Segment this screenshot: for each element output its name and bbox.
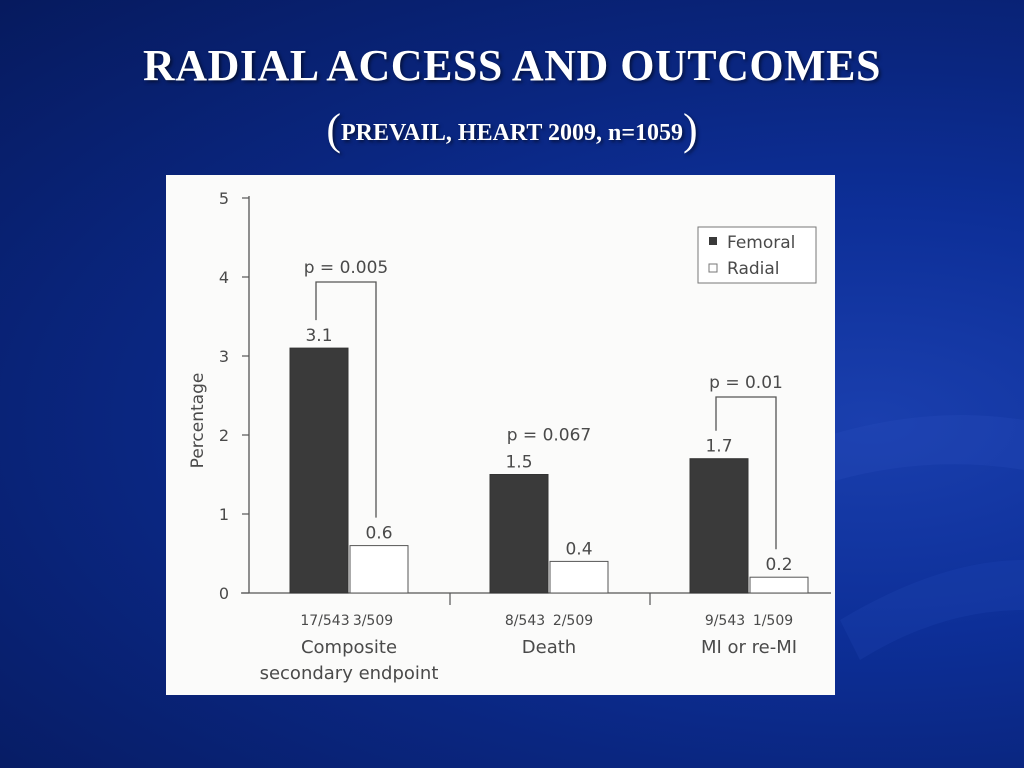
category-label: Composite — [301, 637, 397, 658]
bar-femoral — [289, 347, 349, 594]
y-tick-label: 2 — [219, 426, 229, 445]
slide-subtitle: (PREVAIL, HEART 2009, n=1059) — [0, 104, 1024, 156]
count-label-femoral: 9/543 — [705, 613, 745, 629]
category-label: Death — [522, 637, 576, 658]
category-label: MI or re-MI — [701, 637, 797, 658]
count-label-radial: 1/509 — [753, 613, 793, 629]
legend-swatch-radial — [708, 263, 718, 273]
legend-label-femoral: Femoral — [727, 233, 795, 253]
bar-femoral — [689, 458, 749, 594]
y-tick-label: 1 — [219, 505, 229, 524]
y-axis-label: Percentage — [188, 373, 208, 469]
count-label-radial: 3/509 — [353, 613, 393, 629]
y-tick-label: 0 — [219, 584, 229, 603]
bar-femoral — [489, 474, 549, 594]
bar-chart: 0 1 2 3 4 5 Percentage 3.1 0.6 p = 0.005 17/543 3/5… — [188, 189, 831, 684]
p-value-label: p = 0.005 — [304, 258, 389, 278]
data-label-femoral: 1.5 — [505, 453, 532, 473]
p-value-label: p = 0.01 — [709, 373, 783, 393]
bar-radial — [749, 576, 809, 594]
p-value-bracket — [715, 396, 777, 550]
count-label-radial: 2/509 — [553, 613, 593, 629]
category-label: secondary endpoint — [260, 663, 439, 684]
y-tick-label: 3 — [219, 347, 229, 366]
legend-swatch-femoral — [709, 237, 717, 245]
count-label-femoral: 8/543 — [505, 613, 545, 629]
subtitle-open-paren: ( — [326, 105, 341, 154]
y-tick-label: 4 — [219, 268, 229, 287]
subtitle-text: PREVAIL, HEART 2009, n=1059 — [340, 120, 683, 146]
data-label-radial: 0.6 — [365, 524, 392, 544]
p-value-bracket — [315, 281, 377, 518]
slide-title: RADIAL ACCESS AND OUTCOMES — [143, 41, 881, 90]
subtitle-close-paren: ) — [683, 105, 698, 154]
data-label-radial: 0.4 — [565, 539, 592, 559]
legend-box — [697, 226, 817, 284]
data-label-femoral: 1.7 — [705, 437, 732, 457]
legend-label-radial: Radial — [727, 259, 780, 279]
p-value-label: p = 0.067 — [507, 426, 592, 446]
y-tick-label: 5 — [219, 189, 229, 208]
count-label-femoral: 17/543 — [300, 613, 349, 629]
bar-radial — [549, 560, 609, 594]
chart-panel: 0 1 2 3 4 5 Percentage 3.1 0.6 p = 0.005 17/543 3/5… — [166, 175, 835, 695]
bar-radial — [349, 545, 409, 594]
data-label-femoral: 3.1 — [305, 326, 332, 346]
data-label-radial: 0.2 — [765, 555, 792, 575]
